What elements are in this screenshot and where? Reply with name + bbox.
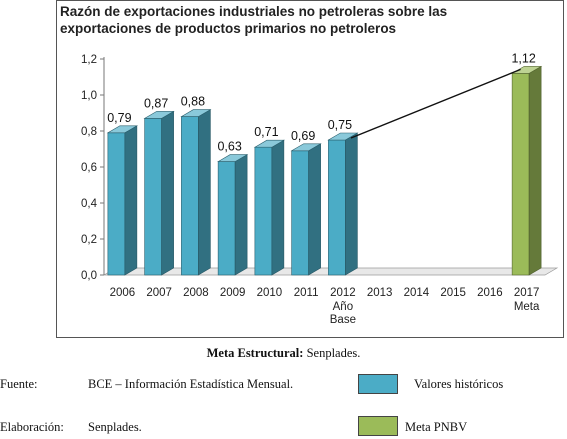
y-tick-label: 1,0 xyxy=(81,90,97,102)
bar-side xyxy=(271,139,285,276)
bar-side xyxy=(124,125,138,276)
legend-swatch-historical xyxy=(358,374,398,394)
bar-front xyxy=(328,139,346,276)
bar-side xyxy=(234,154,248,276)
chart-title-line-2: exportaciones de productos primarios no … xyxy=(60,21,397,36)
legend-label-meta: Meta PNBV xyxy=(405,420,468,434)
bar-top xyxy=(180,109,212,117)
y-tick-label: 0,4 xyxy=(81,198,98,210)
bar-side xyxy=(161,110,174,276)
bar-chart: 0,0 0,2 0,4 0,6 0,8 1,0 1,2 2006 2007 2008 2009 201… xyxy=(81,51,559,326)
chart-caption: Meta Estructural: Senplades. xyxy=(0,346,567,361)
bar-side xyxy=(528,65,542,276)
y-tick-label: 0,0 xyxy=(81,270,97,282)
legend-swatch-meta xyxy=(358,416,398,436)
bar-top xyxy=(290,143,322,152)
bar-front xyxy=(254,146,273,276)
y-tick-label: 0,2 xyxy=(81,234,97,246)
x-tick-label: 2007 xyxy=(146,287,172,299)
x-tick-label: 2008 xyxy=(183,287,209,299)
x-tick-label: 2013 xyxy=(367,287,393,299)
bar-side xyxy=(308,143,321,276)
bar-front xyxy=(107,132,126,276)
caption-text: Senplades. xyxy=(303,346,361,360)
bar-top xyxy=(217,154,249,162)
chart-title-line-1: Razón de exportaciones industriales no p… xyxy=(60,4,448,19)
data-label: 0,75 xyxy=(328,118,352,132)
y-tick-label: 0,8 xyxy=(81,126,97,138)
x-tick-label: 2016 xyxy=(477,287,503,299)
source-text: BCE – Información Estadística Mensual. xyxy=(88,377,294,391)
x-tick-sublabel: Año xyxy=(333,301,353,313)
y-tick-label: 0,6 xyxy=(81,162,97,174)
bar-side xyxy=(345,132,358,276)
y-tick-label: 1,2 xyxy=(81,54,97,66)
data-label: 0,88 xyxy=(181,95,205,109)
bar-front xyxy=(181,116,199,276)
bar-front xyxy=(291,150,309,276)
bar-front xyxy=(144,118,162,276)
bar-top xyxy=(106,125,138,134)
credit-label: Elaboración: xyxy=(0,420,64,434)
bar-top xyxy=(511,66,543,74)
credit-text: Senplades. xyxy=(88,420,142,434)
bar-front xyxy=(217,161,236,276)
bar-front xyxy=(511,73,530,276)
data-label: 0,63 xyxy=(217,140,241,154)
data-label: 1,12 xyxy=(511,51,535,65)
source-label: Fuente: xyxy=(0,377,38,391)
x-tick-label: 2014 xyxy=(404,287,430,299)
x-tick-label: 2010 xyxy=(257,287,283,299)
data-label: 0,71 xyxy=(254,125,278,139)
bar-top xyxy=(327,132,359,141)
bar-top xyxy=(143,111,175,119)
bar-side xyxy=(198,109,211,276)
data-label: 0,69 xyxy=(291,129,315,143)
x-tick-label: 2012 xyxy=(330,287,356,299)
caption-bold: Meta Estructural: xyxy=(206,346,304,360)
x-tick-label: 2017 xyxy=(514,287,540,299)
bar-top xyxy=(253,139,285,148)
x-tick-label: 2011 xyxy=(294,287,319,299)
x-tick-label: 2009 xyxy=(220,287,246,299)
x-tick-label: 2015 xyxy=(440,287,466,299)
x-tick-sublabel: Meta xyxy=(514,301,540,313)
x-tick-sublabel: Base xyxy=(330,314,356,326)
legend-label-historical: Valores históricos xyxy=(414,377,504,391)
data-label: 0,87 xyxy=(144,96,168,110)
data-label: 0,79 xyxy=(107,111,131,125)
trend-line xyxy=(350,68,521,139)
x-tick-label: 2006 xyxy=(110,287,136,299)
